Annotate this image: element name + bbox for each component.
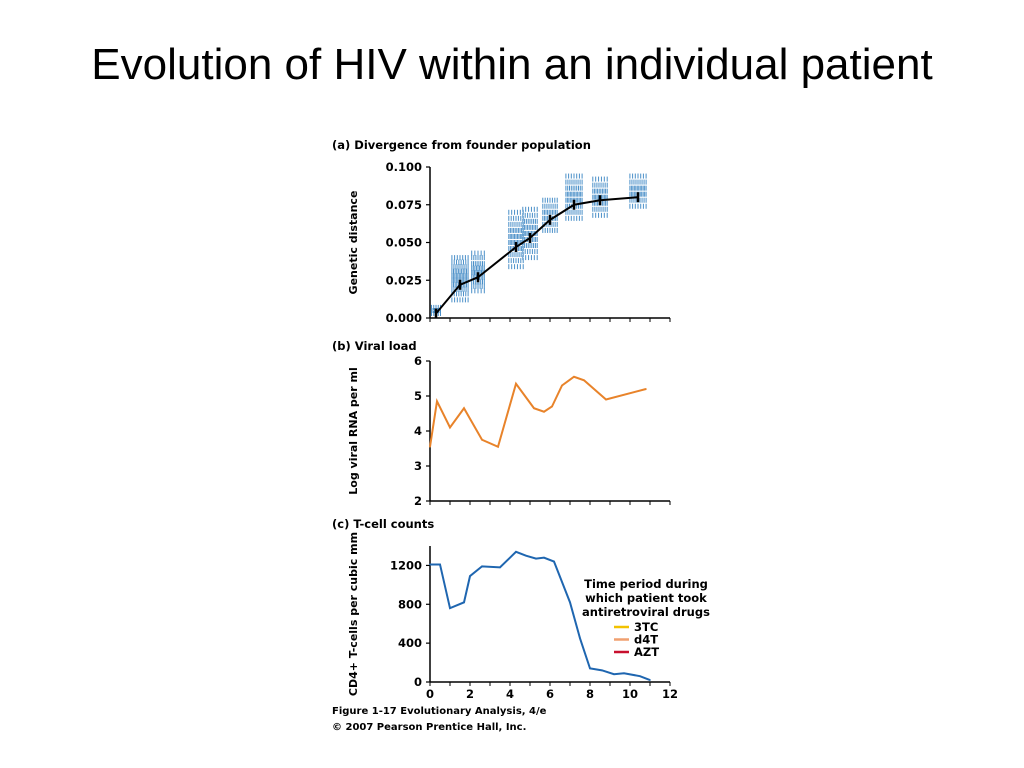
panel-title: (b) Viral load xyxy=(332,339,417,353)
y-tick-label: 0.050 xyxy=(386,236,422,250)
tcell-count-point xyxy=(553,560,555,563)
y-tick-label: 0.025 xyxy=(386,273,422,287)
viral-load-line xyxy=(429,375,647,449)
tcell-count-point xyxy=(535,557,537,560)
tcell-count-point xyxy=(449,607,451,609)
viral-load-point xyxy=(645,388,647,390)
viral-load-point xyxy=(561,384,563,387)
x-tick-label: 4 xyxy=(506,687,514,701)
y-tick-label: 0.000 xyxy=(386,311,422,325)
x-tick-label: 2 xyxy=(466,687,474,701)
viral-load-point xyxy=(583,379,585,382)
tcell-count-point xyxy=(481,565,483,568)
y-tick-label: 6 xyxy=(414,354,422,368)
viral-load-point xyxy=(481,438,483,441)
y-tick-label: 0.075 xyxy=(386,198,422,212)
viral-load-point xyxy=(573,375,575,378)
tcell-count-line xyxy=(430,550,651,681)
y-tick-label: 4 xyxy=(414,424,422,438)
y-tick-label: 0 xyxy=(414,675,422,689)
viral-load-point xyxy=(449,426,451,429)
tcell-count-point xyxy=(463,601,465,604)
viral-load-point xyxy=(497,445,499,448)
x-tick-label: 8 xyxy=(586,687,594,701)
viral-load-point xyxy=(605,398,607,401)
tcell-count-point xyxy=(543,556,545,559)
legend-title-line: which patient took xyxy=(585,591,707,605)
panel-b-viral-load: (b) Viral load Log viral RNA per ml 2 3 4 5 6 xyxy=(332,339,671,508)
legend-title-line: Time period during xyxy=(584,577,708,591)
tcell-count-point xyxy=(515,551,517,553)
y-axis-label: CD4+ T-cells per cubic mm xyxy=(347,532,360,696)
x-tick-label: 6 xyxy=(546,687,554,701)
y-tick-label: 400 xyxy=(398,636,422,650)
viral-load-point xyxy=(533,407,535,410)
legend-title-line: antiretroviral drugs xyxy=(582,605,710,619)
tcell-count-point xyxy=(649,679,651,681)
tcell-count-point xyxy=(469,575,471,577)
figure-caption-line1: Figure 1-17 Evolutionary Analysis, 4/e xyxy=(332,706,547,717)
x-tick-label: 12 xyxy=(662,687,678,701)
tcell-count-point xyxy=(589,667,591,670)
tcell-count-point xyxy=(623,672,625,675)
viral-load-point xyxy=(515,382,517,385)
viral-load-point xyxy=(436,400,438,403)
tcell-count-point xyxy=(639,675,641,677)
y-tick-label: 0.100 xyxy=(386,160,422,174)
viral-load-point xyxy=(543,410,545,413)
figure-caption-line2: © 2007 Pearson Prentice Hall, Inc. xyxy=(332,722,526,733)
y-tick-label: 1200 xyxy=(390,558,422,572)
tcell-count-point xyxy=(579,637,581,640)
viral-load-point xyxy=(551,405,553,408)
viral-load-point xyxy=(429,445,431,448)
tcell-count-point xyxy=(613,673,615,676)
y-axis-label: Genetic distance xyxy=(347,191,360,295)
viral-load-point xyxy=(463,407,465,410)
y-axis-label: Log viral RNA per ml xyxy=(347,367,360,495)
panel-title: (a) Divergence from founder population xyxy=(332,138,591,152)
legend-label: d4T xyxy=(634,633,658,647)
tcell-count-point xyxy=(429,563,431,566)
y-tick-label: 5 xyxy=(414,389,422,403)
panel-a-divergence: (a) Divergence from founder population Ge… xyxy=(332,138,671,325)
x-tick-label: 10 xyxy=(622,687,638,701)
tcell-count-point xyxy=(525,554,527,557)
tcell-count-point xyxy=(439,563,441,566)
legend-label: 3TC xyxy=(634,620,658,634)
tcell-count-point xyxy=(601,669,603,672)
y-tick-label: 2 xyxy=(414,494,422,508)
panel-title: (c) T-cell counts xyxy=(332,517,434,531)
y-tick-label: 800 xyxy=(398,597,422,611)
slide-title: Evolution of HIV within an individual pa… xyxy=(91,40,933,89)
y-tick-label: 3 xyxy=(414,459,422,473)
x-tick-label: 0 xyxy=(426,687,434,701)
legend-label: AZT xyxy=(634,645,659,659)
tcell-count-point xyxy=(499,566,501,569)
tcell-count-point xyxy=(569,601,571,604)
